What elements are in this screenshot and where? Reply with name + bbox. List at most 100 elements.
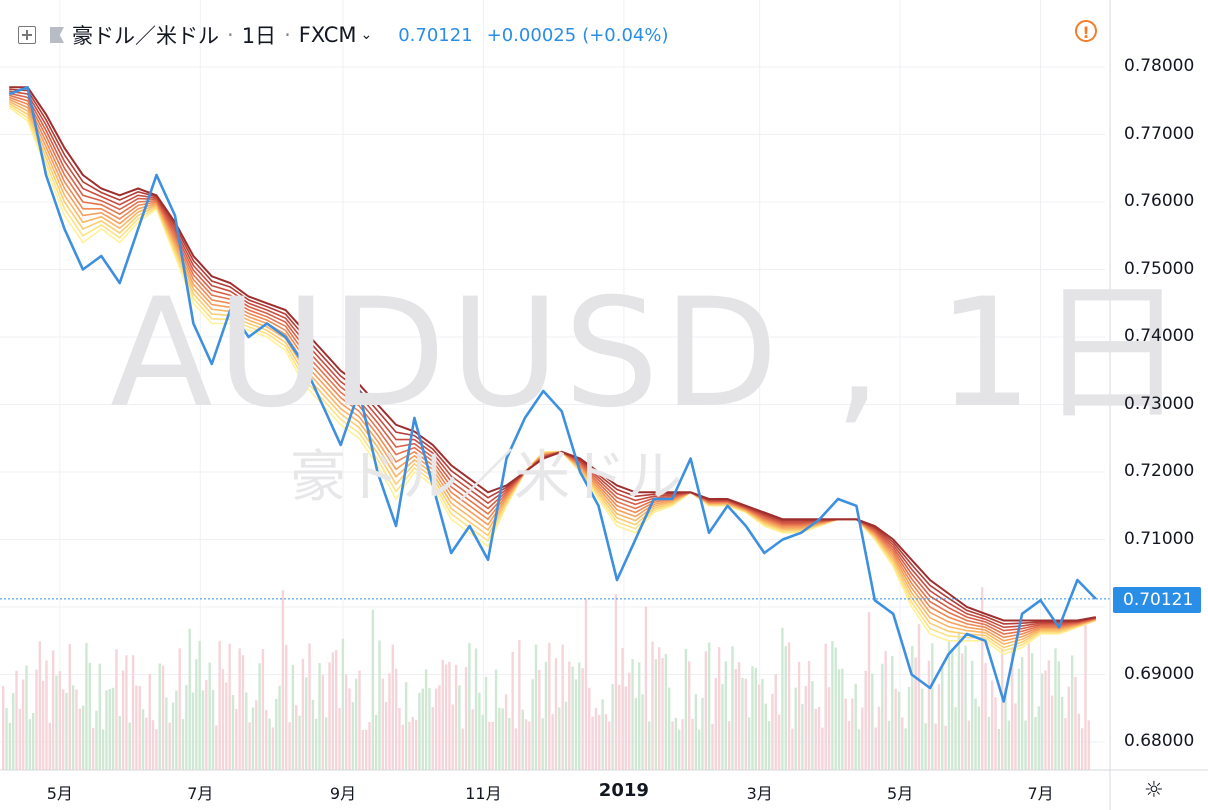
- volume-bar: [441, 659, 444, 770]
- volume-bar: [498, 707, 501, 770]
- volume-bar: [101, 729, 105, 770]
- volume-bar: [598, 714, 601, 770]
- volume-bar: [255, 700, 258, 770]
- volume-bar: [1007, 720, 1011, 770]
- volume-bar: [1054, 648, 1057, 770]
- volume-bar: [594, 708, 598, 770]
- volume-bar: [618, 684, 621, 770]
- volume-bar: [1017, 668, 1021, 770]
- volume-bar: [108, 688, 111, 770]
- volume-bar: [484, 676, 488, 770]
- volume-bar: [414, 719, 418, 770]
- volume-bar: [1034, 717, 1037, 770]
- volume-bar: [917, 624, 921, 770]
- volume-bar: [454, 664, 458, 770]
- volume-bar: [611, 684, 614, 770]
- y-tick-label: 0.73000: [1124, 393, 1195, 414]
- volume-bar: [364, 729, 368, 770]
- volume-bar: [78, 708, 81, 770]
- volume-bar: [278, 685, 281, 770]
- volume-bar: [981, 587, 984, 770]
- alert-icon[interactable]: !: [1075, 20, 1097, 42]
- volume-bar: [491, 721, 494, 770]
- volume-bar: [88, 662, 91, 770]
- volume-bar: [538, 670, 541, 770]
- volume-bar: [801, 703, 804, 770]
- volume-bar: [31, 712, 35, 770]
- volume-bar: [401, 724, 404, 770]
- volume-bar: [871, 673, 874, 770]
- volume-bar: [188, 628, 191, 770]
- volume-bar: [831, 641, 834, 770]
- volume-bar: [824, 643, 827, 770]
- volume-bar: [65, 692, 68, 770]
- volume-bar: [814, 708, 817, 770]
- volume-bar: [301, 658, 305, 770]
- volume-bar: [145, 717, 148, 770]
- volume-bar: [271, 727, 275, 770]
- volume-bar: [1064, 717, 1067, 770]
- volume-bar: [15, 670, 18, 770]
- volume-bar: [934, 723, 937, 770]
- expand-icon[interactable]: [18, 26, 36, 44]
- volume-bar: [797, 661, 801, 770]
- volume-bar: [298, 715, 301, 770]
- volume-bar: [894, 688, 897, 770]
- volume-bar: [781, 627, 784, 770]
- exchange-label[interactable]: FXCM: [298, 23, 357, 47]
- volume-bar: [281, 590, 285, 770]
- volume-bar: [857, 729, 861, 770]
- x-tick-label: 7月: [187, 784, 214, 803]
- volume-bar: [141, 709, 145, 770]
- volume-bar: [821, 727, 824, 770]
- separator-dot: ·: [227, 23, 234, 47]
- volume-bar: [1001, 648, 1004, 770]
- volume-bar: [458, 685, 461, 770]
- volume-bar: [1037, 706, 1041, 770]
- volume-bar: [38, 641, 42, 770]
- volume-bar: [231, 694, 235, 770]
- volume-bar: [747, 717, 751, 770]
- volume-bar: [474, 648, 478, 770]
- volume-bar: [8, 722, 12, 770]
- volume-bar: [681, 719, 684, 770]
- volume-bar: [1084, 622, 1087, 770]
- volume-bar: [944, 725, 947, 770]
- volume-bar: [411, 717, 414, 770]
- y-tick-label: 0.74000: [1124, 326, 1195, 346]
- volume-bar: [434, 688, 438, 770]
- volume-bar: [558, 707, 561, 770]
- volume-bar: [171, 702, 175, 770]
- volume-bar: [851, 698, 854, 770]
- volume-bar: [151, 720, 155, 770]
- volume-bar: [321, 675, 325, 770]
- volume-bar: [68, 644, 71, 770]
- volume-bar: [208, 662, 211, 770]
- y-tick-label: 0.76000: [1124, 191, 1195, 211]
- volume-bar: [528, 721, 531, 770]
- volume-bar: [41, 680, 45, 770]
- volume-bar: [924, 723, 927, 770]
- volume-bar: [694, 694, 698, 770]
- watermark-ticker: AUDUSD , 1日: [110, 267, 1191, 441]
- settings-icon[interactable]: ☼: [1144, 778, 1164, 803]
- volume-bar: [178, 648, 181, 770]
- volume-bar: [907, 686, 911, 770]
- volume-bar: [245, 692, 248, 770]
- volume-bar: [621, 648, 624, 770]
- volume-bar: [1060, 697, 1064, 770]
- volume-bar: [651, 641, 654, 770]
- symbol-name[interactable]: 豪ドル／米ドル: [72, 24, 219, 48]
- volume-bar: [1070, 655, 1074, 770]
- interval-label[interactable]: 1日: [241, 24, 277, 48]
- volume-bar: [428, 688, 431, 770]
- volume-bar: [608, 721, 611, 770]
- volume-bar: [58, 671, 62, 770]
- chevron-down-icon[interactable]: ⌄: [360, 27, 373, 43]
- volume-bar: [285, 644, 288, 770]
- volume-bar: [481, 714, 484, 770]
- volume-bar: [205, 680, 208, 770]
- x-tick-label: 5月: [887, 784, 914, 803]
- volume-bar: [601, 699, 604, 770]
